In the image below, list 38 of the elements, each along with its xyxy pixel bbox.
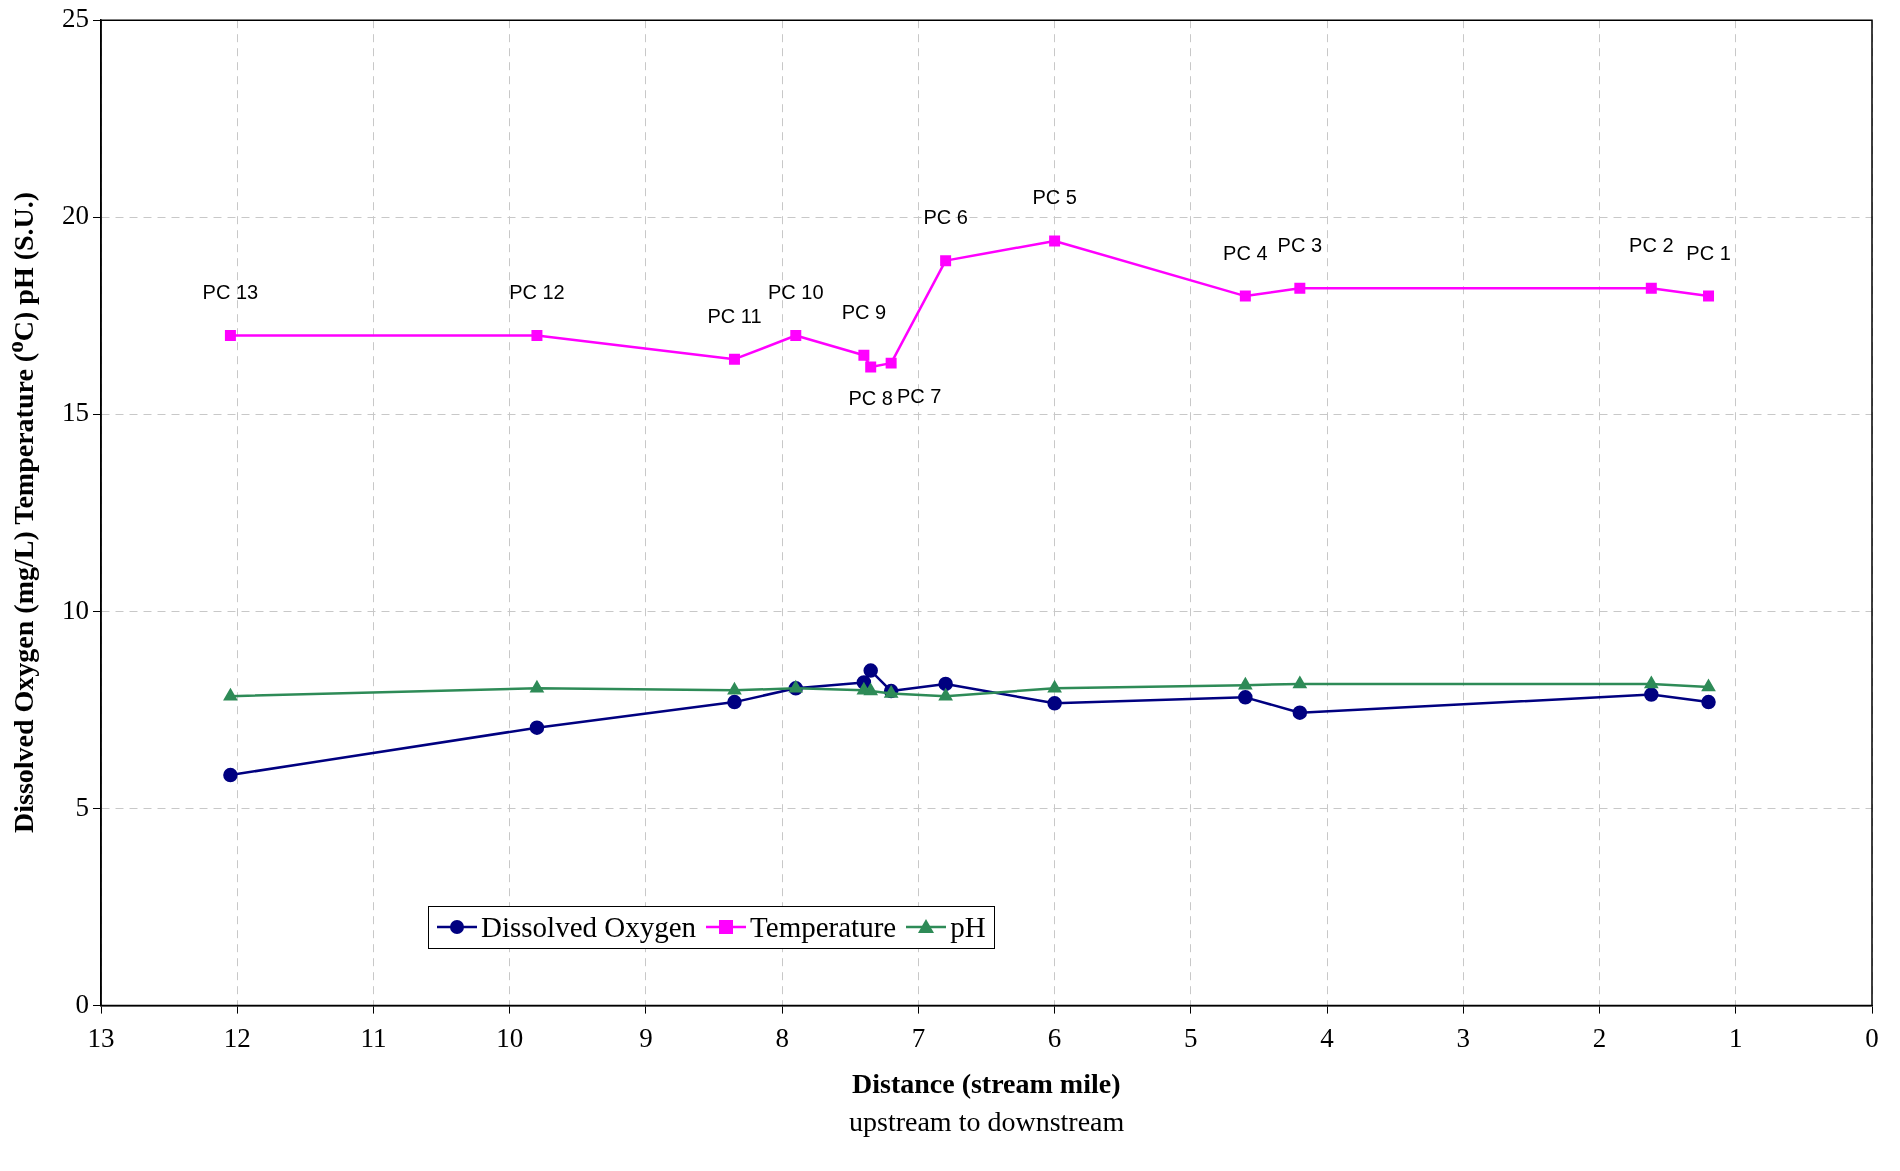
x-tick-label: 9: [639, 1022, 653, 1053]
x-tick-label: 7: [911, 1022, 926, 1053]
x-tick-label: 11: [360, 1022, 387, 1053]
x-tick-label: 8: [775, 1022, 789, 1053]
x-tick-label: 5: [1184, 1022, 1198, 1053]
annotation: PC 9: [841, 300, 887, 323]
y-tick-label: 5: [75, 791, 89, 822]
legend-label: Temperature: [750, 910, 897, 944]
x-tick-label: 6: [1047, 1022, 1062, 1053]
annotation: PC 8: [848, 386, 893, 409]
annotation: PC 12: [509, 281, 565, 304]
annotation: PC 5: [1032, 186, 1077, 209]
y-tick-label: 0: [75, 988, 89, 1019]
text: upstream to downstream: [849, 1105, 1125, 1138]
x-tick-label: 1: [1729, 1022, 1743, 1053]
annotation: PC 2: [1629, 233, 1674, 256]
annotation: PC 1: [1686, 241, 1731, 264]
annotation: PC 10: [767, 281, 824, 304]
x-tick-label: 2: [1592, 1022, 1607, 1053]
annotation: PC 4: [1223, 241, 1268, 264]
x-tick-label: 3: [1456, 1022, 1471, 1053]
legend-label: Dissolved Oxygen: [481, 910, 697, 944]
annotation: PC 3: [1277, 233, 1323, 256]
x-tick-label: 12: [223, 1022, 251, 1053]
x-tick-label: 13: [87, 1022, 115, 1053]
y-tick-label: 15: [62, 397, 89, 428]
y-tick-label: 10: [62, 594, 89, 625]
annotation: PC 11: [707, 304, 762, 327]
legend-label: pH: [950, 910, 986, 944]
x-tick-label: 4: [1320, 1022, 1335, 1053]
x-axis-title: Distance (stream mile): [852, 1067, 1121, 1100]
y-tick-label: 25: [62, 3, 89, 34]
x-tick-label: 10: [496, 1022, 524, 1053]
annotation: PC 13: [202, 281, 259, 304]
annotation: PC 7: [896, 384, 942, 407]
y-tick-label: 20: [62, 200, 89, 231]
annotation: PC 6: [923, 206, 968, 229]
x-tick-label: 0: [1865, 1022, 1879, 1053]
